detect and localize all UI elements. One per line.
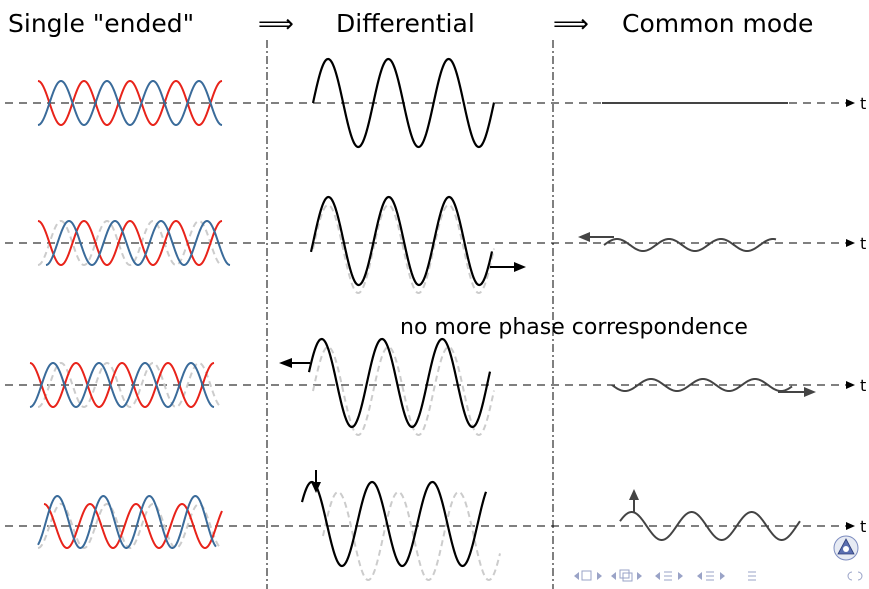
- single-ended-red-wave-3: [29, 361, 215, 408]
- differential-wave-4: [300, 480, 488, 568]
- differential-ghost-wave-4: [322, 490, 501, 582]
- phase-caption: no more phase correspondence: [400, 315, 748, 340]
- nav-align-icon[interactable]: [748, 571, 756, 581]
- cm-up-arrow-head: [629, 489, 639, 500]
- cm-left-arrow-head: [578, 232, 590, 242]
- header-common-mode: Common mode: [622, 9, 813, 38]
- single-ended-blue-wave-3: [29, 362, 215, 409]
- single-ended-ghost-wave-4: [37, 503, 223, 550]
- diff-down-arrow-head: [311, 482, 321, 493]
- waveforms: [29, 57, 801, 582]
- nav-frame-icon[interactable]: [611, 569, 642, 582]
- time-axis-arrowhead-2: [846, 239, 855, 247]
- single-ended-blue-wave-1: [37, 80, 223, 127]
- common-mode-ripple-3: [611, 378, 793, 392]
- cm-right-arrow-head: [804, 387, 816, 397]
- time-axis-arrowhead-3: [846, 381, 855, 389]
- header-single-ended: Single "ended": [8, 9, 194, 38]
- single-ended-ghost-wave-2: [37, 220, 223, 267]
- nav-left-arrow-icon[interactable]: [574, 570, 602, 581]
- nav-section-icon[interactable]: [655, 571, 683, 581]
- common-mode-ripple-2: [603, 238, 777, 252]
- differential-wave-1: [311, 57, 496, 149]
- nav-search-icon[interactable]: [847, 571, 863, 581]
- differential-wave-2: [309, 195, 494, 287]
- time-axis-label-4: t: [860, 517, 866, 536]
- differential-ghost-wave-2: [312, 203, 495, 295]
- institution-logo-icon: [833, 535, 859, 561]
- diff-left-arrow-head: [279, 358, 292, 368]
- common-mode-sine-4: [619, 511, 801, 541]
- time-axis-arrowhead-1: [846, 99, 855, 107]
- single-ended-blue-wave-4: [37, 494, 217, 549]
- single-ended-blue-wave-2: [45, 220, 231, 267]
- single-ended-red-wave-1: [37, 79, 223, 126]
- header-arrow-2: ⟹: [553, 9, 589, 38]
- header-differential: Differential: [336, 9, 475, 38]
- differential-ghost-wave-3: [312, 345, 495, 437]
- time-axis-arrowhead-4: [846, 522, 855, 530]
- nav-subsection-icon[interactable]: [697, 571, 725, 581]
- header-arrow-1: ⟹: [258, 9, 294, 38]
- time-axis-label-2: t: [860, 234, 866, 253]
- shift-arrows: [279, 232, 816, 512]
- differential-wave-3: [307, 337, 492, 429]
- time-axis-label-1: t: [860, 94, 866, 113]
- time-axis-label-3: t: [860, 376, 866, 395]
- diff-right-arrow-head: [514, 262, 526, 272]
- navigation-bar[interactable]: [574, 569, 863, 582]
